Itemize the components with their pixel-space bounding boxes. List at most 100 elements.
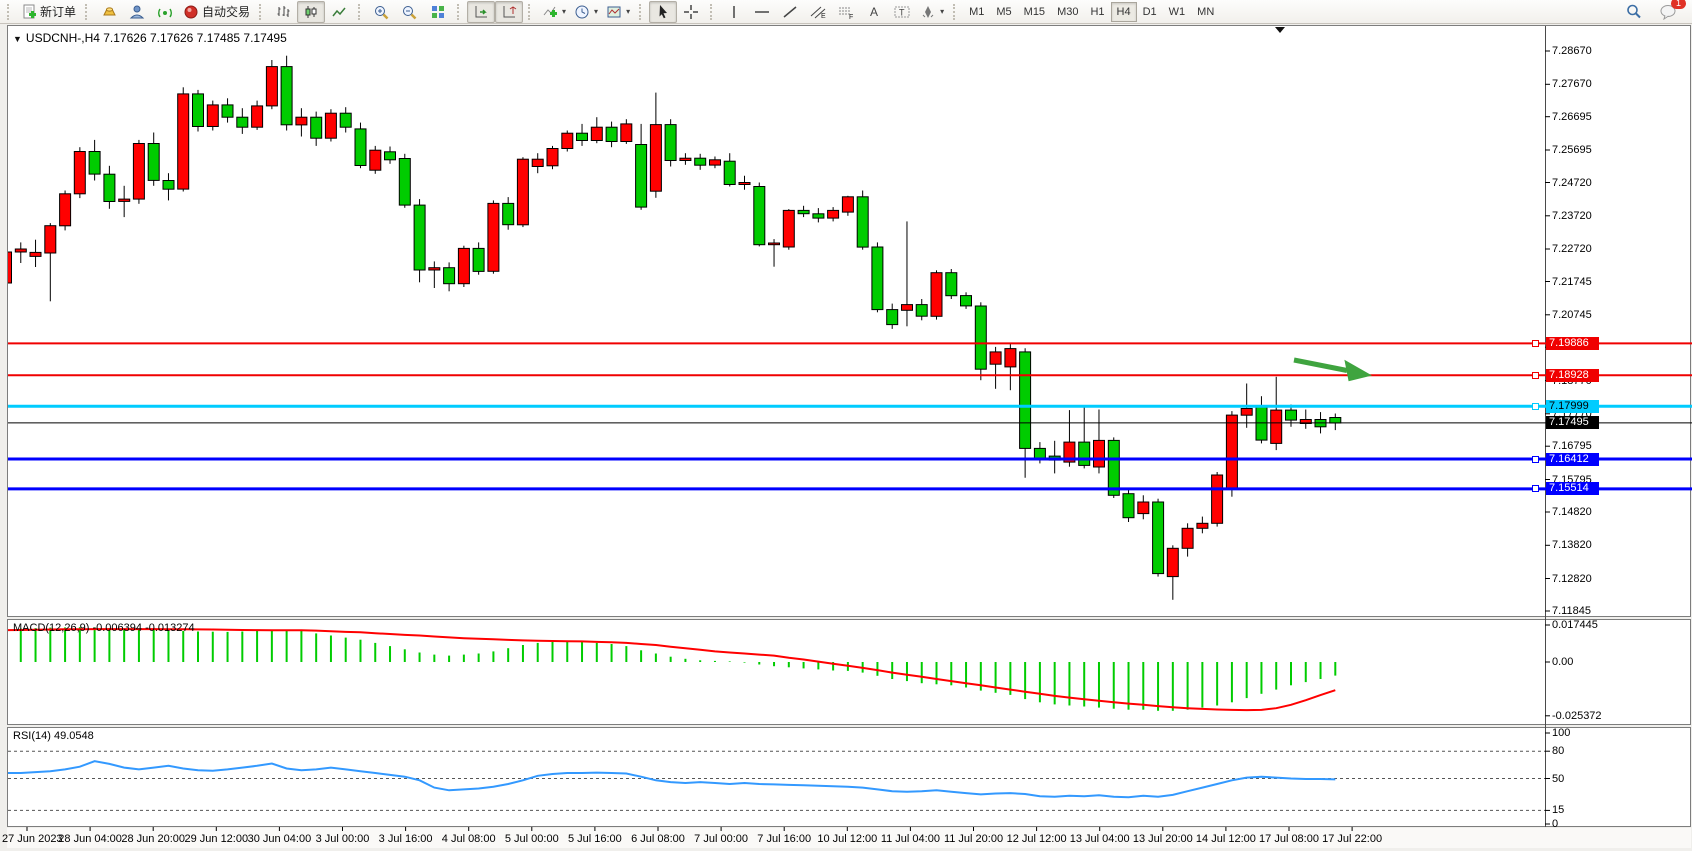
time-axis-label: 14 Jul 12:00	[1195, 833, 1256, 845]
vertical-line-icon	[728, 4, 740, 20]
time-axis-label: 7 Jul 00:00	[694, 833, 749, 845]
timeframe-m15[interactable]: M15	[1023, 5, 1046, 18]
dropdown-caret-icon: ▾	[594, 7, 599, 16]
crosshair-button[interactable]	[677, 1, 705, 23]
dropdown-caret-icon: ▾	[626, 7, 631, 16]
new-order-button[interactable]: 新订单	[17, 1, 80, 23]
candlestick-chart-button[interactable]	[297, 0, 326, 23]
hline-handle[interactable]	[1532, 485, 1539, 493]
hline-price-label: 7.16412	[1546, 452, 1599, 466]
time-axis-label: 29 Jun 12:00	[184, 833, 249, 845]
timeframe-m5[interactable]: M5	[996, 5, 1012, 18]
hline-handle[interactable]	[1532, 339, 1539, 347]
text-button[interactable]: A	[860, 1, 888, 23]
chart-shift-button[interactable]	[495, 0, 524, 23]
time-axis-label: 13 Jul 20:00	[1132, 833, 1193, 845]
hline-handle[interactable]	[1532, 455, 1539, 463]
timeframe-w1[interactable]: W1	[1168, 5, 1186, 18]
autotrading-icon	[183, 4, 199, 20]
toolbar-grip	[259, 3, 264, 20]
price-tick-label: 7.27670	[1552, 78, 1592, 91]
time-axis-label: 7 Jul 16:00	[757, 833, 812, 845]
periods-button[interactable]: ▾	[570, 1, 602, 23]
time-axis-label: 6 Jul 08:00	[631, 833, 685, 845]
community-button[interactable]	[123, 1, 151, 23]
macd-pane[interactable]	[7, 619, 1691, 725]
price-tick-label: 7.26695	[1552, 110, 1592, 123]
rsi-axis-label: 15	[1552, 804, 1565, 817]
fibonacci-button[interactable]: F	[832, 1, 860, 23]
dropdown-caret-icon: ▾	[562, 7, 567, 16]
main-chart-pane[interactable]	[7, 25, 1691, 617]
hline-handle[interactable]	[1532, 371, 1539, 379]
search-button[interactable]	[1620, 1, 1648, 23]
signal-icon	[156, 4, 174, 20]
zoom-in-icon	[373, 4, 391, 20]
cursor-icon	[656, 4, 670, 20]
text-label-icon: T	[893, 4, 911, 20]
timeframe-group: M1 M5 M15 M30 H1 H4 D1 W1 MN	[963, 1, 1220, 22]
vertical-line-button[interactable]	[720, 1, 748, 23]
time-axis-label: 3 Jul 00:00	[315, 833, 370, 845]
toolbar-grip	[710, 3, 715, 20]
chart-shift-marker[interactable]	[1275, 27, 1285, 33]
trendline-button[interactable]	[776, 1, 804, 23]
new-order-icon	[21, 4, 37, 20]
cursor-button[interactable]	[649, 0, 678, 23]
toolbar-grip	[7, 3, 12, 20]
svg-text:T: T	[899, 7, 905, 17]
line-chart-button[interactable]	[325, 1, 353, 23]
time-axis[interactable]	[7, 828, 1691, 848]
macd-axis-label: 0.017445	[1552, 619, 1598, 631]
channel-icon: E	[809, 4, 827, 20]
line-chart-icon	[331, 4, 347, 20]
signals-button[interactable]	[151, 1, 179, 23]
bar-chart-button[interactable]	[269, 1, 297, 23]
hline-handle[interactable]	[1532, 402, 1539, 410]
timeframe-h4[interactable]: H4	[1110, 1, 1137, 22]
hline-price-label: 7.15514	[1546, 482, 1599, 496]
rsi-indicator-label: RSI(14) 49.0548	[13, 730, 94, 742]
tile-windows-button[interactable]	[424, 1, 452, 23]
price-tick-label: 7.14820	[1552, 506, 1592, 518]
search-icon	[1625, 3, 1643, 20]
toolbar-grip	[639, 3, 644, 20]
time-axis-label: 11 Jul 04:00	[880, 833, 940, 845]
hline-price-label: 7.17999	[1546, 399, 1599, 413]
hline-price-label: 7.18928	[1546, 368, 1599, 382]
notifications-button[interactable]: 1	[1654, 0, 1686, 23]
macd-indicator-label: MACD(12,26,9) -0.006394 -0.013274	[13, 622, 195, 634]
timeframe-d1[interactable]: D1	[1142, 5, 1157, 18]
time-axis-label: 11 Jul 20:00	[943, 833, 1004, 845]
timeframe-m30[interactable]: M30	[1057, 5, 1079, 18]
autotrading-button[interactable]: 自动交易	[179, 1, 254, 23]
zoom-in-button[interactable]	[368, 1, 396, 23]
indicators-button[interactable]: ▾	[538, 1, 570, 23]
time-axis-label: 17 Jul 22:00	[1322, 833, 1383, 845]
chat-bubble-icon	[1659, 3, 1677, 20]
timeframe-h1[interactable]: H1	[1090, 5, 1105, 18]
timeframe-mn[interactable]: MN	[1197, 5, 1215, 18]
time-axis-label: 4 Jul 08:00	[441, 833, 496, 845]
rsi-pane[interactable]	[7, 727, 1691, 827]
horizontal-line-icon	[753, 4, 771, 20]
candlestick-icon	[303, 4, 319, 20]
price-tick-label: 7.23720	[1552, 209, 1592, 222]
time-axis-label: 10 Jul 12:00	[817, 833, 878, 845]
time-axis-label: 27 Jun 2023	[2, 833, 63, 845]
templates-button[interactable]: ▾	[602, 1, 634, 23]
dropdown-caret-icon: ▾	[940, 7, 945, 16]
market-watch-button[interactable]	[95, 1, 123, 23]
shapes-button[interactable]: ▾	[916, 1, 948, 23]
collapse-triangle-icon[interactable]: ▼	[13, 34, 22, 44]
time-axis-label: 5 Jul 00:00	[504, 833, 559, 845]
text-label-button[interactable]: T	[888, 1, 916, 23]
timeframe-m1[interactable]: M1	[969, 5, 985, 18]
auto-scroll-button[interactable]	[467, 0, 496, 23]
horizontal-line-button[interactable]	[748, 1, 776, 23]
equidistant-channel-button[interactable]: E	[804, 1, 832, 23]
zoom-out-button[interactable]	[396, 1, 424, 23]
tile-windows-icon	[430, 4, 446, 20]
time-axis-label: 3 Jul 16:00	[378, 833, 433, 845]
gold-ingot-icon	[100, 4, 118, 20]
